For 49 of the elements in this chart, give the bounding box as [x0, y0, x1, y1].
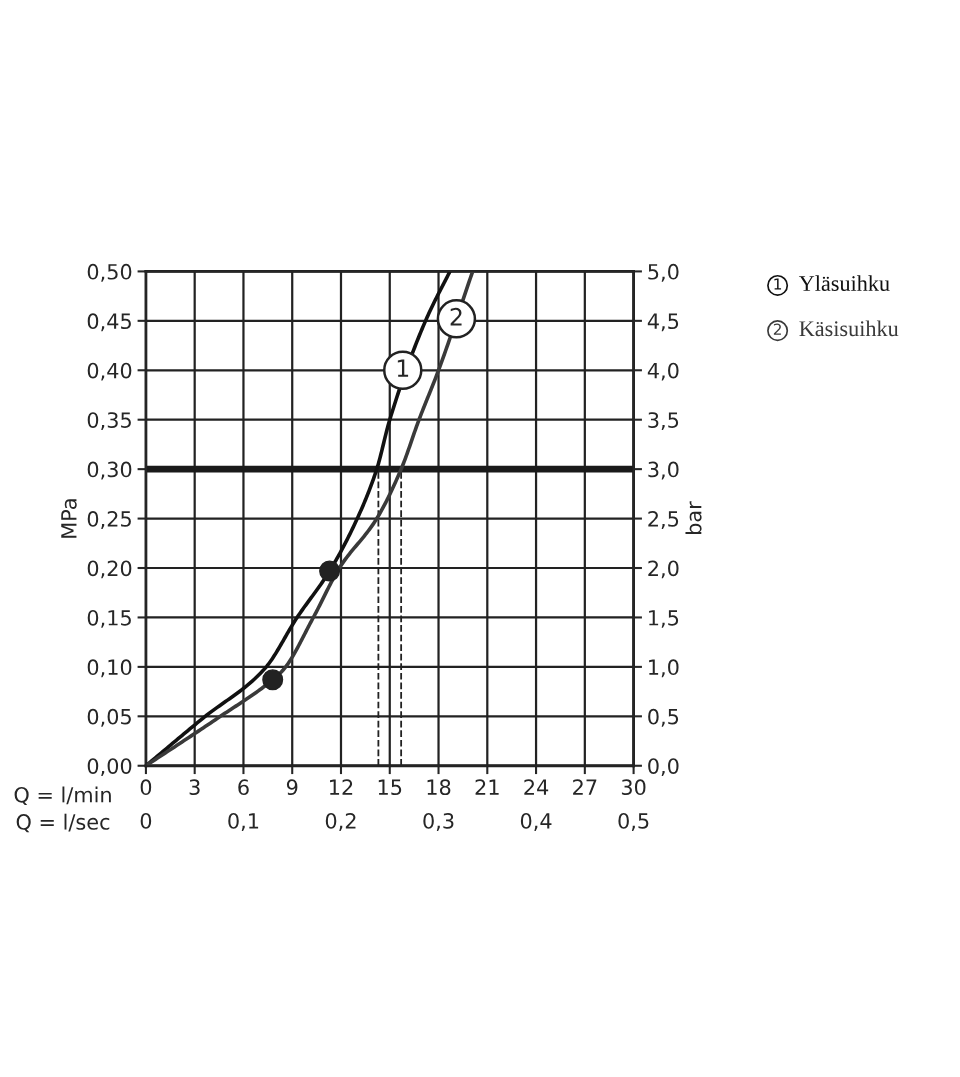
y-tick-label: 0,15 — [87, 609, 131, 628]
y2-axis-title: bar — [685, 501, 702, 534]
x-tick-label: 6 — [238, 779, 249, 796]
y-tick-label: 0,35 — [87, 412, 131, 431]
legend-label: Käsisuihku — [799, 320, 899, 337]
x-tick-label: 3 — [189, 779, 200, 796]
y-tick-label: 0,30 — [87, 461, 132, 480]
x-axis-title: Q = l/min — [14, 786, 111, 806]
x2-tick-label: 0,5 — [618, 813, 649, 831]
x-tick-label: 30 — [621, 779, 646, 796]
x-tick-label: 18 — [427, 779, 451, 796]
y-tick-label: 0,25 — [87, 511, 131, 529]
y2-tick-label: 5,0 — [648, 263, 679, 282]
y-tick-label: 0,50 — [87, 263, 132, 282]
x-tick-label: 15 — [378, 779, 402, 796]
x-tick-label: 21 — [475, 779, 499, 795]
y2-tick-label: 1,0 — [649, 659, 679, 678]
x2-tick-label: 0,3 — [423, 813, 454, 831]
annotation: 2 — [450, 307, 462, 326]
y2-tick-label: 0,5 — [648, 708, 679, 727]
x2-axis-title: Q = l/sec — [16, 813, 110, 833]
x2-tick-label: 0 — [140, 813, 152, 829]
y2-tick-label: 1,5 — [649, 610, 679, 628]
y2-tick-label: 2,0 — [648, 560, 679, 579]
legend-label: Yläsuihku — [798, 275, 890, 291]
y2-tick-label: 0,0 — [648, 758, 679, 777]
x-tick-label: 27 — [573, 779, 597, 795]
y-tick-label: 0,00 — [87, 758, 132, 777]
y-tick-label: 0,05 — [87, 708, 131, 727]
x-tick-label: 12 — [330, 779, 353, 795]
x-tick-label: 9 — [286, 779, 298, 796]
y-tick-label: 0,10 — [87, 659, 132, 678]
x2-tick-label: 0,2 — [325, 813, 356, 831]
y-axis-title: MPa — [61, 499, 77, 538]
x-tick-label: 24 — [524, 779, 549, 795]
annotation: 1 — [397, 359, 409, 377]
y2-tick-label: 3,0 — [648, 461, 679, 480]
x-tick-label: 0 — [140, 779, 152, 796]
y2-tick-label: 3,5 — [648, 412, 679, 431]
y-tick-label: 0,45 — [87, 313, 131, 332]
x2-tick-label: 0,1 — [228, 813, 259, 831]
y2-tick-label: 4,0 — [647, 362, 679, 381]
y-tick-label: 0,40 — [87, 362, 132, 381]
y-tick-label: 0,20 — [87, 560, 132, 579]
y2-tick-label: 2,5 — [648, 511, 679, 529]
text: 2 — [773, 323, 781, 335]
y2-tick-label: 4,5 — [647, 313, 679, 332]
x2-tick-label: 0,4 — [520, 813, 552, 831]
text: 1 — [774, 278, 782, 290]
